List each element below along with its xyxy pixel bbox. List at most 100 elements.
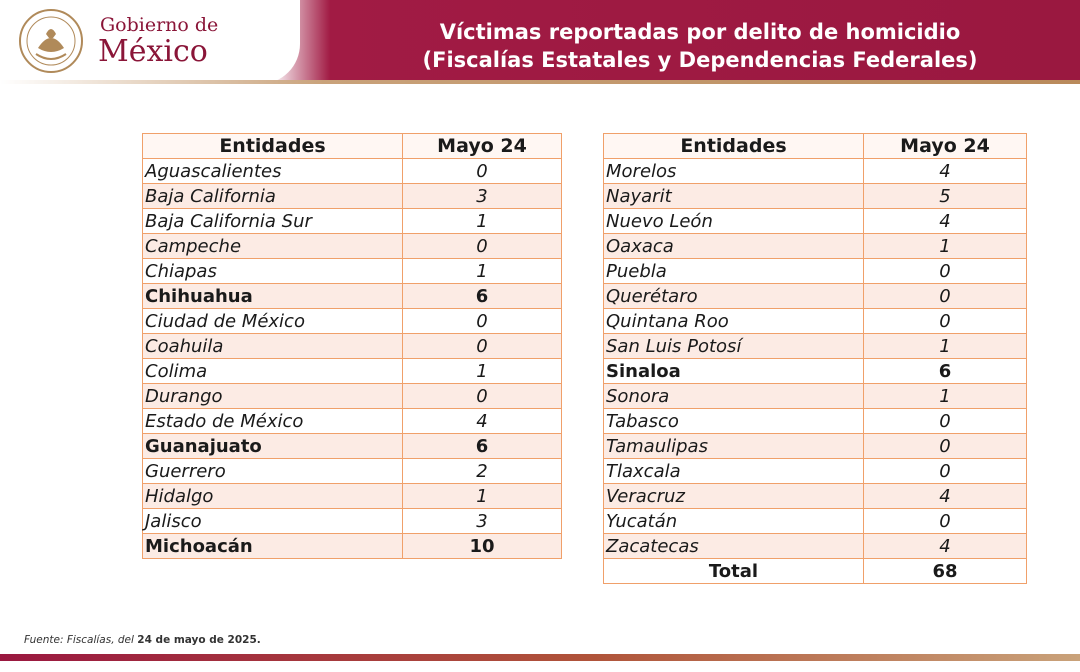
entity-name-cell: Nayarit — [603, 183, 864, 209]
entity-name-cell: Jalisco — [142, 508, 403, 534]
entity-value-cell: 0 — [402, 333, 562, 359]
entity-value-cell: 0 — [863, 258, 1027, 284]
title-line-1: Víctimas reportadas por delito de homici… — [439, 20, 961, 44]
table-row: Hidalgo 1 — [142, 483, 562, 509]
total-value: 68 — [863, 558, 1027, 584]
entity-name-cell: Nuevo León — [603, 208, 864, 234]
table-row: Ciudad de México 0 — [142, 308, 562, 334]
entity-value-cell: 1 — [402, 258, 562, 284]
entity-value-cell: 4 — [863, 208, 1027, 234]
entity-value-cell: 6 — [402, 433, 562, 459]
entity-name-cell: Tabasco — [603, 408, 864, 434]
table-row: Nuevo León 4 — [603, 208, 1027, 234]
header-divider — [0, 80, 1080, 84]
header-banner: Gobierno de México Víctimas reportadas p… — [0, 0, 1080, 84]
entity-name-cell: Coahuila — [142, 333, 403, 359]
entity-value-cell: 0 — [402, 383, 562, 409]
column-header-value: Mayo 24 — [402, 133, 562, 159]
entity-value-cell: 4 — [863, 533, 1027, 559]
entity-name-cell: Chihuahua — [142, 283, 403, 309]
table-row: Morelos 4 — [603, 158, 1027, 184]
table-row: Nayarit 5 — [603, 183, 1027, 209]
table-row: Sinaloa 6 — [603, 358, 1027, 384]
entity-value-cell: 1 — [863, 233, 1027, 259]
entity-name-cell: Querétaro — [603, 283, 864, 309]
table-row: Tamaulipas 0 — [603, 433, 1027, 459]
entity-name-cell: Michoacán — [142, 533, 403, 559]
table-row: Tlaxcala 0 — [603, 458, 1027, 484]
table-row: Quintana Roo 0 — [603, 308, 1027, 334]
entity-name-cell: Sonora — [603, 383, 864, 409]
entity-value-cell: 1 — [402, 358, 562, 384]
column-header-value: Mayo 24 — [863, 133, 1027, 159]
table-row: Coahuila 0 — [142, 333, 562, 359]
column-header-entity: Entidades — [142, 133, 403, 159]
table-row: Yucatán 0 — [603, 508, 1027, 534]
table-row: Querétaro 0 — [603, 283, 1027, 309]
table-row: Aguascalientes 0 — [142, 158, 562, 184]
table-row: Oaxaca 1 — [603, 233, 1027, 259]
table-row: San Luis Potosí 1 — [603, 333, 1027, 359]
entity-value-cell: 4 — [863, 483, 1027, 509]
entity-value-cell: 0 — [863, 433, 1027, 459]
table-body-right: Morelos 4 Nayarit 5 Nuevo León 4 Oaxaca 1 Puebla… — [603, 158, 1027, 559]
table-row: Campeche 0 — [142, 233, 562, 259]
table-row: Chihuahua 6 — [142, 283, 562, 309]
table-body-left: Aguascalientes 0 Baja California 3 Baja Cali… — [142, 158, 562, 559]
entity-value-cell: 0 — [863, 308, 1027, 334]
entity-value-cell: 3 — [402, 183, 562, 209]
total-label: Total — [603, 558, 864, 584]
entity-value-cell: 0 — [402, 233, 562, 259]
table-header-row: Entidades Mayo 24 — [603, 133, 1027, 159]
entity-name-cell: Estado de México — [142, 408, 403, 434]
source-note: Fuente: Fiscalías, del 24 de mayo de 202… — [24, 634, 261, 646]
entity-value-cell: 4 — [863, 158, 1027, 184]
entity-name-cell: Yucatán — [603, 508, 864, 534]
national-seal-icon — [19, 9, 83, 73]
entity-name-cell: Ciudad de México — [142, 308, 403, 334]
table-row: Guerrero 2 — [142, 458, 562, 484]
entity-name-cell: Quintana Roo — [603, 308, 864, 334]
table-row: Baja California Sur 1 — [142, 208, 562, 234]
entity-name-cell: San Luis Potosí — [603, 333, 864, 359]
entity-value-cell: 5 — [863, 183, 1027, 209]
table-header-row: Entidades Mayo 24 — [142, 133, 562, 159]
table-row: Durango 0 — [142, 383, 562, 409]
entity-value-cell: 0 — [402, 158, 562, 184]
table-row: Veracruz 4 — [603, 483, 1027, 509]
table-row: Estado de México 4 — [142, 408, 562, 434]
page-title: Víctimas reportadas por delito de homici… — [420, 18, 980, 74]
table-row: Chiapas 1 — [142, 258, 562, 284]
entity-name-cell: Tamaulipas — [603, 433, 864, 459]
logo-text-big: México — [98, 34, 208, 69]
logo-text-small: Gobierno de — [100, 14, 219, 36]
entity-value-cell: 3 — [402, 508, 562, 534]
entity-name-cell: Hidalgo — [142, 483, 403, 509]
table-row: Puebla 0 — [603, 258, 1027, 284]
table-row: Baja California 3 — [142, 183, 562, 209]
total-row: Total 68 — [603, 558, 1027, 584]
entity-name-cell: Oaxaca — [603, 233, 864, 259]
entity-name-cell: Colima — [142, 358, 403, 384]
table-row: Colima 1 — [142, 358, 562, 384]
entity-name-cell: Tlaxcala — [603, 458, 864, 484]
entity-value-cell: 1 — [863, 383, 1027, 409]
table-entities-right: Entidades Mayo 24 Morelos 4 Nayarit 5 Nuevo … — [603, 133, 1027, 584]
entity-value-cell: 1 — [402, 208, 562, 234]
source-date: 24 de mayo de 2025. — [137, 634, 261, 646]
table-row: Michoacán 10 — [142, 533, 562, 559]
entity-name-cell: Veracruz — [603, 483, 864, 509]
footer-bar — [0, 654, 1080, 661]
table-entities-left: Entidades Mayo 24 Aguascalientes 0 Baja Ca… — [142, 133, 562, 559]
table-row: Jalisco 3 — [142, 508, 562, 534]
entity-value-cell: 0 — [863, 408, 1027, 434]
entity-value-cell: 1 — [863, 333, 1027, 359]
column-header-entity: Entidades — [603, 133, 864, 159]
source-prefix: Fuente: Fiscalías, del — [24, 634, 134, 646]
entity-value-cell: 6 — [402, 283, 562, 309]
title-line-2: (Fiscalías Estatales y Dependencias Fede… — [422, 48, 978, 72]
entity-value-cell: 4 — [402, 408, 562, 434]
entity-value-cell: 1 — [402, 483, 562, 509]
entity-value-cell: 6 — [863, 358, 1027, 384]
entity-name-cell: Baja California — [142, 183, 403, 209]
